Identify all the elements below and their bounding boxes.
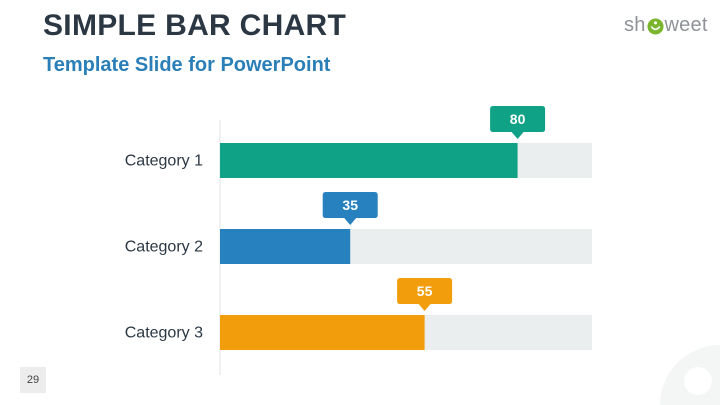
slide-title: SIMPLE BAR CHART [43, 9, 347, 42]
category-label: Category 2 [125, 239, 203, 256]
bar [220, 229, 351, 264]
value-callout [490, 106, 546, 139]
logo-sprout-icon [647, 18, 664, 35]
category-label: Category 1 [125, 153, 203, 170]
showeet-logo: sh weet [624, 14, 708, 37]
data-label: 35 [342, 197, 358, 213]
logo-text-prefix: sh [624, 14, 646, 36]
category-label: Category 3 [125, 325, 203, 342]
slide-subtitle: Template Slide for PowerPoint [43, 54, 331, 76]
value-callout [397, 278, 453, 311]
bar [220, 143, 518, 178]
corner-decoration-icon [660, 345, 720, 405]
bar [220, 315, 425, 350]
page-number: 29 [20, 367, 46, 393]
value-callout [322, 192, 378, 225]
logo-text-suffix: weet [664, 14, 708, 36]
data-label: 80 [510, 111, 526, 127]
data-label: 55 [417, 283, 433, 299]
